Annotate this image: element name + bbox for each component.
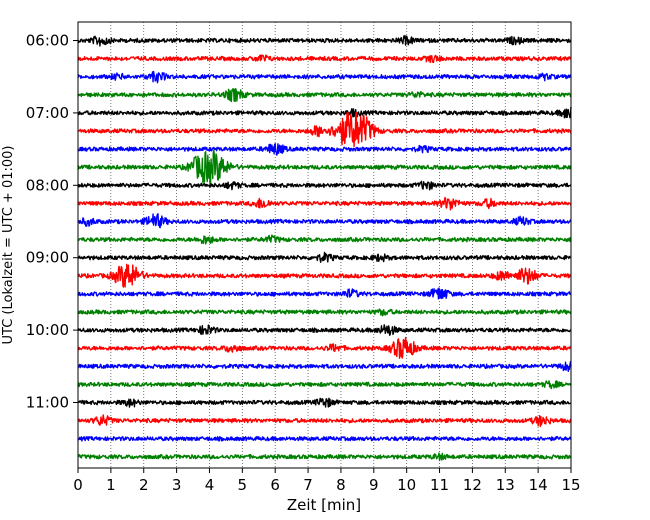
x-axis-ticks: 0 1 2 3 4 5 6 7 8 9 10 11 12 13 14 15 [73,468,581,494]
trace-0630 [77,70,572,84]
trace-1015 [77,336,572,359]
y-tick-label: 08:00 [26,176,69,194]
trace-0615 [77,54,572,64]
trace-1030 [77,361,572,373]
trace-0730 [77,143,572,156]
trace-0815 [77,196,572,211]
trace-0915 [77,263,572,288]
trace-0600 [77,34,572,47]
trace-0845 [77,234,572,245]
trace-0645 [77,87,572,103]
x-tick-label: 15 [561,476,580,494]
y-tick-label: 10:00 [26,321,69,339]
y-tick-label: 09:00 [26,249,69,267]
x-tick-label: 12 [463,476,482,494]
trace-0745 [77,149,572,186]
trace-1115 [77,414,572,428]
y-tick-label: 11:00 [26,394,69,412]
x-tick-label: 4 [205,476,215,494]
x-tick-label: 9 [369,476,379,494]
x-tick-label: 13 [496,476,515,494]
x-tick-label: 5 [238,476,248,494]
x-tick-label: 3 [172,476,182,494]
trace-1045 [77,380,572,390]
y-tick-label: 07:00 [26,104,69,122]
trace-0945 [77,308,572,317]
y-axis-label: UTC (Lokalzeit = UTC + 01:00) [1,146,16,345]
trace-0700 [77,106,572,119]
x-tick-label: 14 [529,476,548,494]
trace-0715 [77,111,572,148]
y-tick-label: 06:00 [26,32,69,50]
trace-0900 [77,251,572,263]
trace-0830 [77,213,572,229]
plot-border [77,21,572,469]
x-grid [110,22,539,468]
trace-1100 [77,397,572,408]
x-tick-label: 0 [73,476,83,494]
x-tick-label: 6 [270,476,280,494]
x-axis-label: Zeit [min] [287,496,361,514]
x-tick-label: 11 [430,476,449,494]
trace-0800 [77,180,572,191]
seismogram-traces [77,34,572,462]
trace-0930 [77,287,572,300]
x-tick-label: 1 [106,476,116,494]
x-tick-label: 2 [139,476,149,494]
trace-1000 [77,324,572,336]
x-tick-label: 10 [397,476,416,494]
trace-1145 [77,452,572,462]
x-tick-label: 8 [336,476,346,494]
x-tick-label: 7 [303,476,313,494]
y-axis-ticks: 06:00 07:00 08:00 09:00 10:00 11:00 [26,32,78,412]
trace-1130 [77,435,572,442]
